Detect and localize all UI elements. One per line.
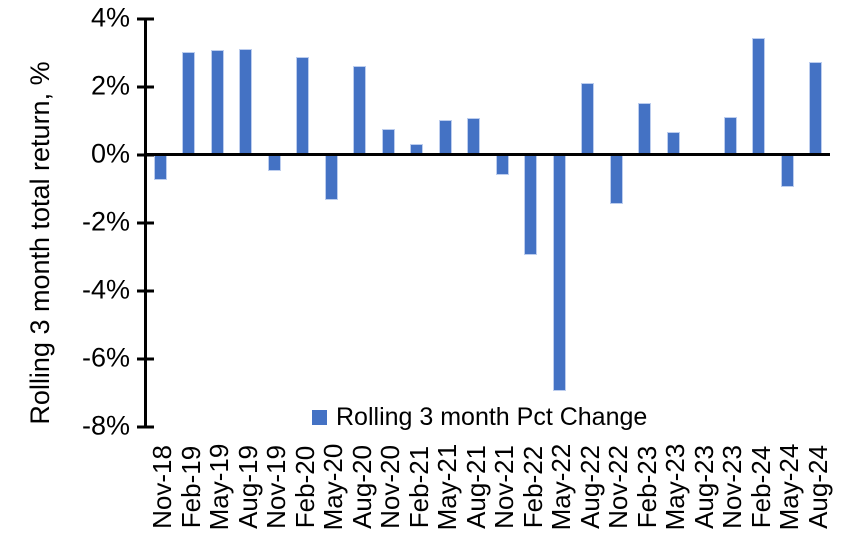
x-tick-label: Aug-21 — [460, 445, 491, 529]
bar-Nov-21 — [496, 155, 508, 174]
bar-Feb-22 — [525, 155, 537, 254]
y-axis-line — [144, 19, 147, 428]
bar-Feb-19 — [183, 53, 195, 155]
x-tick-label: May-20 — [318, 443, 349, 531]
legend-swatch-icon — [312, 409, 327, 425]
bar-Aug-24 — [810, 63, 822, 155]
bar-May-23 — [667, 132, 679, 155]
bar-Aug-19 — [240, 49, 252, 155]
x-tick-label: Nov-18 — [147, 445, 178, 529]
x-tick-label: Feb-21 — [403, 445, 434, 529]
y-tick-label: 0% — [90, 138, 130, 169]
y-tick-label: -8% — [81, 410, 130, 441]
x-tick-label: Aug-22 — [574, 445, 605, 529]
y-axis-title: Rolling 3 month total return, % — [25, 61, 55, 425]
bar-May-20 — [325, 155, 337, 200]
x-tick-label: Nov-23 — [717, 445, 748, 529]
bar-Aug-22 — [582, 83, 594, 155]
x-tick-label: Feb-19 — [175, 445, 206, 529]
bar-Nov-19 — [268, 155, 280, 171]
y-tick-label: 4% — [90, 2, 130, 33]
x-tick-label: May-23 — [660, 443, 691, 531]
bar-May-19 — [211, 51, 223, 155]
x-tick-label: Aug-20 — [346, 445, 377, 529]
x-tick-label: Feb-24 — [745, 445, 776, 529]
y-tick-label: -2% — [81, 206, 130, 237]
bar-Nov-23 — [724, 117, 736, 155]
legend-label: Rolling 3 month Pct Change — [336, 403, 648, 431]
bar-Feb-20 — [297, 58, 309, 155]
x-tick-label: Aug-24 — [802, 445, 833, 529]
x-tick-label: May-19 — [204, 443, 235, 531]
bar-May-21 — [439, 121, 451, 155]
bar-May-22 — [553, 155, 565, 390]
bar-Feb-21 — [411, 144, 423, 155]
x-tick-label: Nov-20 — [375, 445, 406, 529]
x-axis-zero-line — [144, 153, 830, 156]
x-tick-label: May-21 — [432, 443, 463, 531]
x-tick-label: Feb-20 — [289, 445, 320, 529]
x-tick-label: Nov-22 — [603, 445, 634, 529]
x-tick-label: Nov-21 — [489, 445, 520, 529]
x-tick-label: Feb-23 — [631, 445, 662, 529]
bar-Aug-21 — [468, 119, 480, 155]
y-tick-label: -6% — [81, 342, 130, 373]
y-tick-label: 2% — [90, 70, 130, 101]
bar-Feb-23 — [639, 104, 651, 155]
x-tick-label: Aug-19 — [232, 445, 263, 529]
x-tick-label: Feb-22 — [517, 445, 548, 529]
bar-Feb-24 — [753, 39, 765, 155]
y-tick-label: -4% — [81, 274, 130, 305]
bar-Aug-20 — [354, 66, 366, 155]
bar-Nov-22 — [610, 155, 622, 203]
bar-May-24 — [781, 155, 793, 186]
bar-Nov-20 — [382, 129, 394, 155]
legend: Rolling 3 month Pct Change — [312, 403, 647, 431]
bar-Nov-18 — [154, 155, 166, 179]
x-tick-label: Nov-19 — [261, 445, 292, 529]
x-axis-labels: Nov-18 Feb-19 May-19 Aug-19 Nov-19 Feb-20 May-… — [146, 432, 833, 539]
x-tick-label: May-24 — [774, 443, 805, 531]
x-tick-label: May-22 — [546, 443, 577, 531]
x-tick-label: Aug-23 — [688, 445, 719, 529]
